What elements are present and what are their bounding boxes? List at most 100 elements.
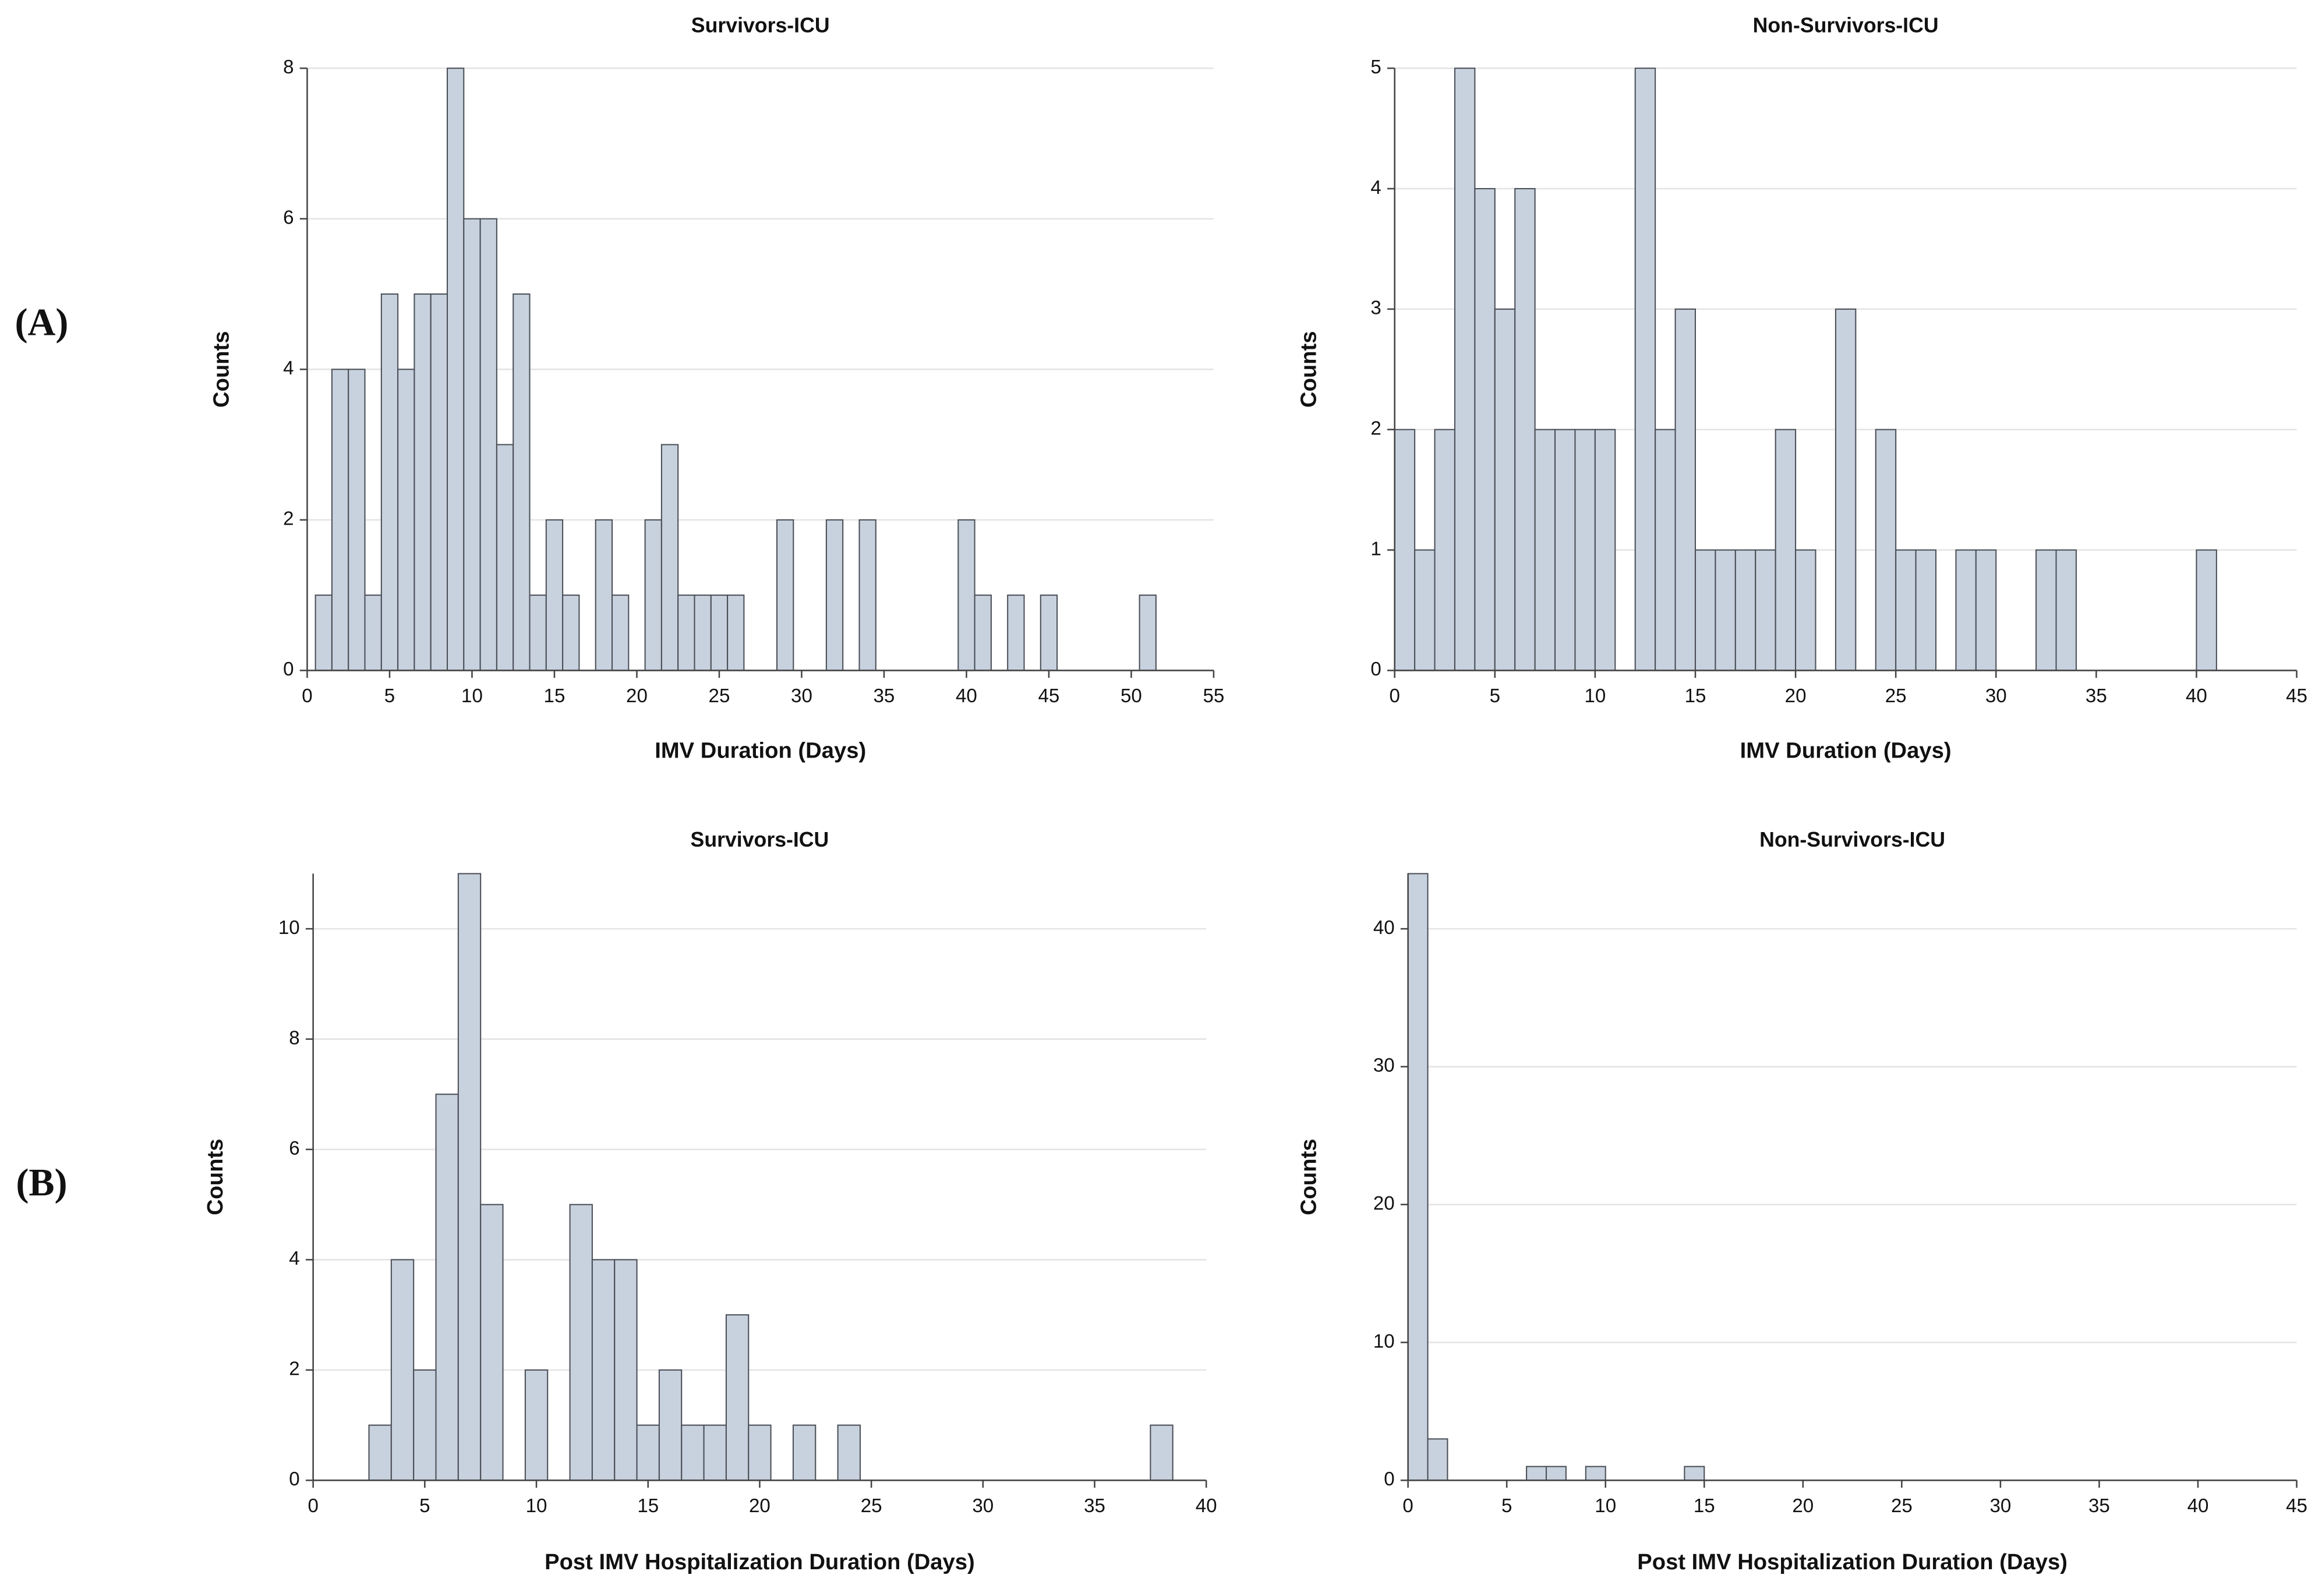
bar xyxy=(480,1204,504,1481)
bar xyxy=(703,1424,727,1481)
x-tick-label: 0 xyxy=(1390,685,1400,707)
bar xyxy=(348,369,366,671)
bar xyxy=(1574,429,1596,671)
chart-title: Survivors-ICU xyxy=(691,828,829,851)
y-tick-label: 2 xyxy=(283,508,294,530)
y-tick-label: 6 xyxy=(283,207,294,228)
y-tick-label: 10 xyxy=(278,917,300,939)
x-tick-label: 5 xyxy=(419,1495,430,1517)
y-tick-label: 30 xyxy=(1373,1055,1395,1077)
bar xyxy=(496,444,514,671)
bar xyxy=(1775,429,1797,671)
bar xyxy=(529,594,547,671)
x-tick-label: 30 xyxy=(972,1495,994,1517)
x-tick-label: 5 xyxy=(1490,685,1500,707)
bar xyxy=(2055,549,2077,671)
bar xyxy=(368,1424,392,1481)
bar xyxy=(1407,873,1429,1481)
y-tick-label: 5 xyxy=(1370,56,1381,78)
y-tick-label: 0 xyxy=(283,659,294,680)
bar xyxy=(1514,188,1536,671)
x-tick-label: 30 xyxy=(1985,685,2007,707)
x-tick-label: 25 xyxy=(1891,1495,1913,1517)
x-tick-label: 35 xyxy=(874,685,895,707)
bar xyxy=(463,218,481,671)
histogram-panel: 0 2 4 6 8 0 5 10 15 20 25 30 35 40 45 50 55 Survivors-ICU… xyxy=(208,13,1224,763)
y-tick-label: 20 xyxy=(1373,1192,1395,1214)
bar xyxy=(727,594,745,671)
y-axis-label: Counts xyxy=(203,1139,228,1216)
bar xyxy=(694,594,712,671)
histogram-panel: 0 10 20 30 40 0 5 10 15 20 25 30 35 40 45 Non-Survivors… xyxy=(1296,828,2307,1574)
x-tick-label: 0 xyxy=(302,685,312,707)
bar xyxy=(1474,188,1496,671)
x-tick-label: 5 xyxy=(1501,1495,1512,1517)
bar xyxy=(792,1424,817,1481)
bar xyxy=(1585,1466,1606,1481)
bar xyxy=(725,1314,750,1481)
bar xyxy=(1915,549,1937,671)
x-tick-label: 45 xyxy=(1038,685,1060,707)
bar xyxy=(569,1204,593,1481)
bar xyxy=(364,594,382,671)
x-tick-label: 40 xyxy=(1196,1495,1217,1517)
bar xyxy=(1975,549,1997,671)
bar xyxy=(479,218,497,671)
x-tick-label: 35 xyxy=(1084,1495,1105,1517)
bar xyxy=(1594,429,1616,671)
x-tick-label: 40 xyxy=(2187,1495,2209,1517)
y-tick-label: 2 xyxy=(1370,417,1381,439)
bar xyxy=(380,293,399,671)
y-tick-label: 1 xyxy=(1370,538,1381,560)
bar xyxy=(776,519,794,671)
y-tick-label: 3 xyxy=(1370,298,1381,319)
x-tick-label: 25 xyxy=(709,685,730,707)
x-tick-label: 55 xyxy=(1203,685,1225,707)
x-tick-label: 10 xyxy=(526,1495,547,1517)
bar xyxy=(1526,1466,1547,1481)
y-tick-label: 6 xyxy=(289,1138,299,1159)
bar xyxy=(1955,549,1977,671)
bar xyxy=(614,1259,638,1481)
bar xyxy=(595,519,613,671)
y-tick-label: 8 xyxy=(289,1027,299,1049)
x-tick-label: 10 xyxy=(1584,685,1606,707)
x-tick-label: 20 xyxy=(1792,1495,1814,1517)
x-tick-label: 35 xyxy=(2088,1495,2110,1517)
bar xyxy=(435,1094,459,1481)
bar xyxy=(1554,429,1576,671)
bar xyxy=(677,594,695,671)
bar xyxy=(413,293,432,671)
bar xyxy=(591,1259,616,1481)
chart-title: Non-Survivors-ICU xyxy=(1759,828,1945,851)
y-tick-label: 10 xyxy=(1373,1330,1395,1352)
bar xyxy=(1895,549,1917,671)
bar xyxy=(457,873,482,1481)
y-axis-label: Counts xyxy=(1296,1139,1321,1216)
x-tick-label: 0 xyxy=(1402,1495,1413,1517)
bar xyxy=(658,1369,683,1481)
bar xyxy=(837,1424,861,1481)
bar xyxy=(1150,1424,1174,1481)
x-tick-label: 30 xyxy=(791,685,812,707)
bar xyxy=(1835,308,1857,671)
bar xyxy=(413,1369,437,1481)
x-tick-label: 5 xyxy=(384,685,395,707)
chart-title: Survivors-ICU xyxy=(691,13,830,37)
bar xyxy=(1427,1438,1448,1481)
panel-label: (A) xyxy=(15,302,69,344)
x-tick-label: 30 xyxy=(1989,1495,2011,1517)
panel-label: (B) xyxy=(16,1162,67,1204)
bar xyxy=(513,293,531,671)
bar xyxy=(1655,429,1676,671)
x-axis-label: IMV Duration (Days) xyxy=(655,738,866,763)
y-tick-label: 8 xyxy=(283,56,294,78)
bar xyxy=(644,519,662,671)
x-tick-label: 50 xyxy=(1121,685,1142,707)
x-tick-label: 0 xyxy=(308,1495,318,1517)
bar xyxy=(1414,549,1436,671)
bar xyxy=(331,369,349,671)
bar xyxy=(858,519,877,671)
